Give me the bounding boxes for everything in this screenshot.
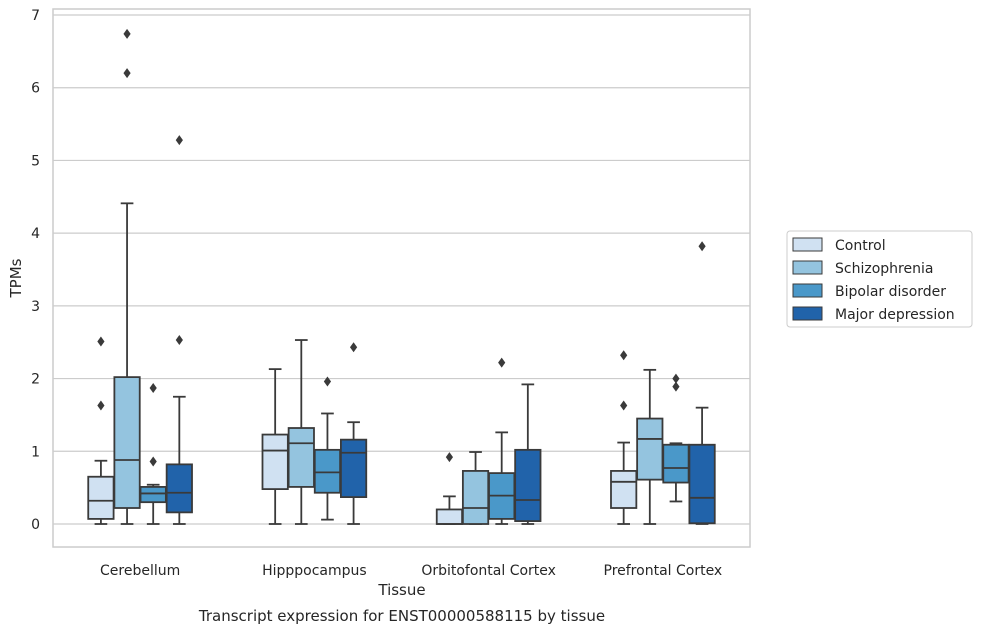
box-major-depression xyxy=(165,135,193,525)
legend-label: Schizophrenia xyxy=(835,261,933,277)
y-tick-label: 5 xyxy=(31,153,40,169)
x-axis-ticks: Cerebellum Hipppocampus Orbitofontal Corte… xyxy=(100,563,722,579)
outlier-point xyxy=(97,336,105,347)
box-bipolar-disorder xyxy=(488,357,516,525)
box-control xyxy=(610,350,638,525)
outlier-point xyxy=(620,400,628,411)
box-schizophrenia xyxy=(636,368,664,525)
box-body xyxy=(165,463,193,514)
outlier-point xyxy=(620,350,628,361)
y-tick-label: 4 xyxy=(31,226,40,242)
x-tick-label: Orbitofontal Cortex xyxy=(421,563,556,579)
legend-label: Major depression xyxy=(835,307,955,323)
box-body xyxy=(113,376,141,509)
x-tick-label: Cerebellum xyxy=(100,563,180,579)
outlier-point xyxy=(175,135,183,146)
y-tick-label: 7 xyxy=(31,8,40,24)
box-bipolar-disorder xyxy=(662,373,690,503)
box-body xyxy=(610,470,638,509)
box-major-depression xyxy=(514,383,542,525)
chart-title: Transcript expression for ENST0000058811… xyxy=(198,607,605,625)
y-tick-label: 0 xyxy=(31,517,40,533)
box-schizophrenia xyxy=(461,451,490,525)
y-axis-ticks: 0 1 2 3 4 5 6 7 xyxy=(31,8,40,533)
box-body xyxy=(313,448,342,494)
box-body xyxy=(139,486,167,504)
outlier-point xyxy=(149,383,157,394)
box-body xyxy=(287,427,315,488)
outlier-point xyxy=(123,68,131,79)
y-tick-label: 6 xyxy=(31,81,40,97)
outlier-point xyxy=(323,376,332,387)
x-tick-label: Hipppocampus xyxy=(262,563,367,579)
box-schizophrenia xyxy=(287,339,315,525)
box-bipolar-disorder xyxy=(313,376,342,521)
box-body xyxy=(435,508,463,525)
legend-frame xyxy=(786,230,973,328)
y-tick-label: 1 xyxy=(31,444,40,460)
box-schizophrenia xyxy=(113,28,141,525)
legend-swatch xyxy=(792,306,823,321)
outlier-point xyxy=(445,452,454,463)
y-tick-label: 2 xyxy=(31,372,40,388)
outlier-point xyxy=(97,400,105,411)
legend-swatch xyxy=(792,237,823,252)
x-axis-label: Tissue xyxy=(377,581,425,599)
legend-swatch xyxy=(792,283,823,298)
box-body xyxy=(636,417,664,481)
outlier-point xyxy=(672,373,680,384)
outlier-point xyxy=(698,241,706,252)
x-tick-label: Prefrontal Cortex xyxy=(604,563,723,579)
box-body xyxy=(87,475,115,520)
box-control xyxy=(261,368,289,525)
outlier-point xyxy=(672,381,680,392)
box-control xyxy=(87,336,115,525)
legend-label: Bipolar disorder xyxy=(835,284,946,300)
box-major-depression xyxy=(688,241,716,525)
box-major-depression xyxy=(340,342,368,525)
box-body xyxy=(662,443,690,484)
gridlines xyxy=(53,14,750,525)
legend-swatch xyxy=(792,260,823,275)
outlier-point xyxy=(149,456,157,467)
box-body xyxy=(261,433,289,490)
box-body xyxy=(461,470,490,525)
y-axis-label: TPMs xyxy=(7,258,25,298)
legend: Control Schizophrenia Bipolar disorder Majo… xyxy=(786,230,973,328)
box-series xyxy=(87,28,716,525)
box-control xyxy=(435,452,463,525)
box-bipolar-disorder xyxy=(139,383,167,525)
box-body xyxy=(340,438,368,498)
y-tick-label: 3 xyxy=(31,299,40,315)
legend-label: Control xyxy=(835,238,886,254)
outlier-point xyxy=(123,28,131,39)
box-body xyxy=(514,448,542,522)
outlier-point xyxy=(349,342,358,353)
outlier-point xyxy=(498,357,506,368)
box-body xyxy=(688,443,716,525)
outlier-point xyxy=(175,335,183,346)
plot-frame xyxy=(52,8,751,548)
